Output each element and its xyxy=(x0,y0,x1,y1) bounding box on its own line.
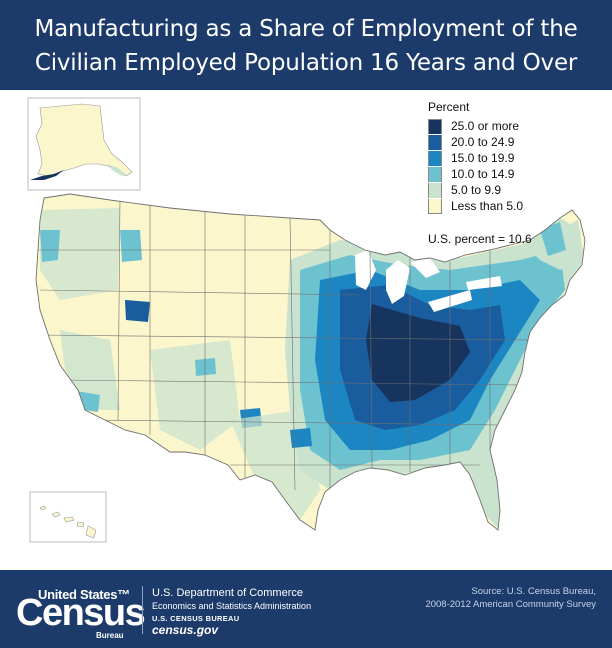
footer: United States™ Census Bureau U.S. Depart… xyxy=(0,570,612,648)
legend-label: 20.0 to 24.9 xyxy=(451,135,515,149)
legend-item: 20.0 to 24.9 xyxy=(428,134,598,150)
alaska-inset xyxy=(27,97,141,191)
legend: Percent 25.0 or more 20.0 to 24.9 15.0 t… xyxy=(428,100,598,246)
logo-united-states: United States™ xyxy=(38,587,130,602)
legend-label: 25.0 or more xyxy=(451,119,520,133)
legend-swatch xyxy=(428,166,442,182)
map-area xyxy=(0,90,612,570)
source-line-1: Source: U.S. Census Bureau, xyxy=(471,586,596,597)
legend-item: 25.0 or more xyxy=(428,118,598,134)
legend-swatch xyxy=(428,118,442,134)
legend-label: 10.0 to 14.9 xyxy=(451,167,515,181)
legend-item: 15.0 to 19.9 xyxy=(428,150,598,166)
legend-item: 10.0 to 14.9 xyxy=(428,166,598,182)
continental-us xyxy=(35,193,586,531)
legend-swatch xyxy=(428,182,442,198)
legend-swatch xyxy=(428,134,442,150)
logo-census: Census xyxy=(16,592,146,634)
legend-item: 5.0 to 9.9 xyxy=(428,182,598,198)
title-bar: Manufacturing as a Share of Employment o… xyxy=(0,0,612,90)
title-line-2: Civilian Employed Population 16 Years an… xyxy=(34,50,578,76)
hawaii-inset xyxy=(29,491,107,543)
legend-title: Percent xyxy=(428,100,470,114)
bureau-name: U.S. CENSUS BUREAU xyxy=(152,614,240,623)
legend-label: Less than 5.0 xyxy=(451,199,524,213)
footer-divider xyxy=(142,586,143,634)
title-line-1: Manufacturing as a Share of Employment o… xyxy=(34,16,578,42)
esa-name: Economics and Statistics Administration xyxy=(152,601,312,611)
census-gov-link[interactable]: census.gov xyxy=(152,623,219,637)
legend-item: Less than 5.0 xyxy=(428,198,598,214)
legend-label: 5.0 to 9.9 xyxy=(451,183,502,197)
source-line-2: 2008-2012 American Community Survey xyxy=(425,599,596,610)
legend-label: 15.0 to 19.9 xyxy=(451,151,515,165)
legend-swatch xyxy=(428,198,442,214)
dept-name: U.S. Department of Commerce xyxy=(152,587,303,599)
logo-bureau: Bureau xyxy=(96,631,124,640)
legend-swatch xyxy=(428,150,442,166)
us-percent-note: U.S. percent = 10.6 xyxy=(428,232,532,246)
choropleth-map xyxy=(27,97,586,543)
